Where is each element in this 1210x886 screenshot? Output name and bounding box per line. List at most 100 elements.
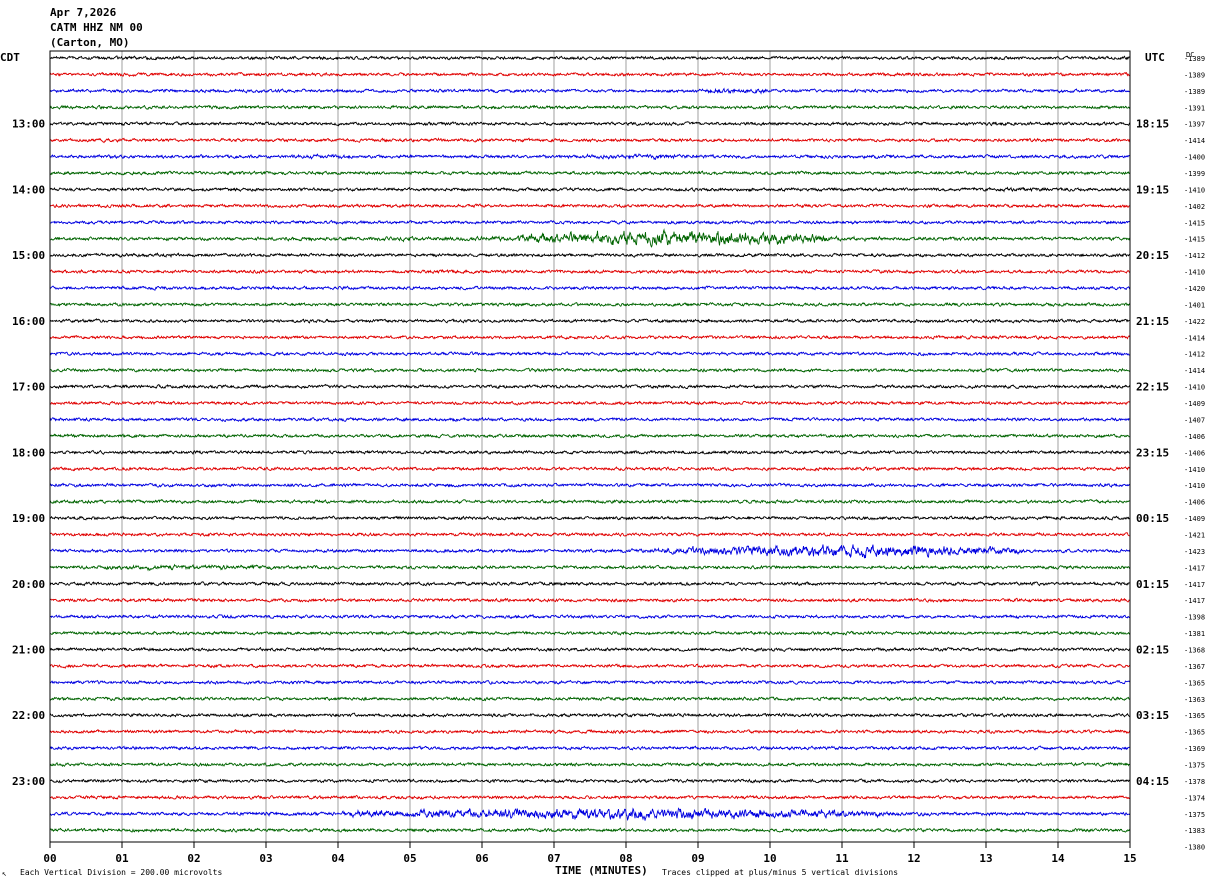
dc-offset-label: -1422 <box>1184 318 1205 326</box>
utc-hour-label: 03:15 <box>1136 709 1169 722</box>
utc-hour-label: 01:15 <box>1136 578 1169 591</box>
x-tick-label: 08 <box>619 852 632 865</box>
dc-offset-label: -1409 <box>1184 515 1205 523</box>
x-tick-label: 00 <box>43 852 56 865</box>
dc-offset-label: -1389 <box>1184 71 1205 79</box>
dc-offset-label: -1365 <box>1184 712 1205 720</box>
seismic-trace <box>49 646 1131 653</box>
scale-note: Each Vertical Division = 200.00 microvol… <box>20 868 222 877</box>
dc-offset-label: -1400 <box>1184 154 1205 162</box>
seismic-trace <box>49 531 1130 538</box>
x-tick-label: 10 <box>763 852 776 865</box>
seismic-trace <box>49 153 1131 160</box>
dc-offset-label: -1375 <box>1184 811 1205 819</box>
seismic-trace <box>49 252 1131 258</box>
dc-offset-label: -1397 <box>1184 121 1205 129</box>
seismic-trace <box>49 351 1131 357</box>
dc-offset-label: -1420 <box>1184 285 1205 293</box>
x-tick-label: 06 <box>475 852 489 865</box>
seismic-trace <box>49 203 1131 209</box>
utc-hour-label: 02:15 <box>1136 643 1169 656</box>
seismic-trace <box>49 334 1131 340</box>
utc-hour-label: 20:15 <box>1136 249 1169 262</box>
cdt-hour-label: 20:00 <box>12 578 45 591</box>
dc-offset-label: -1410 <box>1184 466 1205 474</box>
x-tick-label: 03 <box>259 852 272 865</box>
corner-mark: ↖ <box>2 869 7 878</box>
utc-hour-label: 23:15 <box>1136 446 1169 459</box>
dc-offset-label: -1363 <box>1184 696 1205 704</box>
seismic-trace <box>49 827 1131 833</box>
seismic-trace <box>49 515 1131 521</box>
dc-label: DC <box>1186 51 1194 59</box>
dc-offset-label: -1406 <box>1184 449 1205 457</box>
seismic-trace <box>49 87 1131 95</box>
dc-offset-label: -1374 <box>1184 794 1205 802</box>
seismic-trace <box>49 285 1131 291</box>
cdt-hour-label: 15:00 <box>12 249 45 262</box>
seismic-trace <box>49 228 1131 248</box>
dc-offset-label: -1375 <box>1184 761 1205 769</box>
dc-offset-label: -1414 <box>1184 137 1205 145</box>
dc-offset-label: -1367 <box>1184 663 1205 671</box>
dc-offset-label: -1402 <box>1184 203 1205 211</box>
left-axis-label: CDT <box>0 51 20 64</box>
seismic-trace <box>49 186 1131 193</box>
cdt-hour-label: 14:00 <box>12 183 45 196</box>
seismic-trace <box>49 318 1131 324</box>
plot-frame <box>49 50 1131 843</box>
utc-hour-label: 04:15 <box>1136 775 1169 788</box>
seismic-trace <box>49 302 1131 308</box>
seismic-trace <box>49 663 1131 669</box>
dc-offset-label: -1391 <box>1184 104 1205 112</box>
seismic-trace <box>49 416 1131 423</box>
dc-offset-label: -1389 <box>1184 88 1205 96</box>
cdt-hour-label: 21:00 <box>12 643 45 656</box>
dc-offset-label: -1409 <box>1184 400 1205 408</box>
dc-offset-label: -1421 <box>1184 531 1205 539</box>
x-tick-label: 04 <box>331 852 345 865</box>
seismic-trace <box>49 170 1131 176</box>
seismic-trace <box>49 367 1131 373</box>
seismic-trace <box>49 696 1131 702</box>
x-tick-label: 07 <box>547 852 560 865</box>
seismic-trace <box>49 597 1131 603</box>
x-tick-label: 12 <box>907 852 920 865</box>
utc-hour-label: 21:15 <box>1136 315 1169 328</box>
cdt-hour-label: 17:00 <box>12 381 45 394</box>
dc-offset-label: -1415 <box>1184 236 1205 244</box>
dc-offset-label: -1414 <box>1184 334 1205 342</box>
cdt-hour-label: 16:00 <box>12 315 45 328</box>
dc-offset-label: -1423 <box>1184 548 1205 556</box>
seismic-trace <box>49 498 1131 505</box>
dc-offset-label: -1365 <box>1184 729 1205 737</box>
seismic-trace <box>49 55 1131 61</box>
seismic-trace <box>49 807 1131 822</box>
dc-offset-label: -1410 <box>1184 482 1205 490</box>
dc-offset-label: -1412 <box>1184 351 1205 359</box>
seismic-trace <box>49 466 1130 472</box>
seismic-trace <box>49 729 1131 735</box>
seismic-trace <box>49 449 1131 455</box>
cdt-hour-label: 18:00 <box>12 446 45 459</box>
seismic-trace <box>49 745 1131 751</box>
right-axis-label: UTC <box>1145 51 1165 64</box>
clip-note: Traces clipped at plus/minus 5 vertical … <box>662 868 898 877</box>
dc-offset-label: -1406 <box>1184 499 1205 507</box>
label-layer: 00 01 02 03 04 05 06 07 08 09 10 11 12 13 14 15 -1389 -13… <box>12 55 1205 865</box>
dc-offset-label: -1365 <box>1184 679 1205 687</box>
seismic-trace <box>49 137 1131 144</box>
cdt-hour-label: 19:00 <box>12 512 45 525</box>
header-location: (Carton, MO) <box>50 36 129 49</box>
x-tick-label: 15 <box>1123 852 1136 865</box>
dc-offset-label: -1399 <box>1184 170 1205 178</box>
seismic-trace <box>49 482 1131 488</box>
seismic-trace <box>49 778 1131 784</box>
x-tick-label: 11 <box>835 852 849 865</box>
dc-offset-label: -1410 <box>1184 186 1205 194</box>
header-station: CATM HHZ NM 00 <box>50 21 143 34</box>
dc-offset-label: -1417 <box>1184 564 1205 572</box>
dc-offset-label: -1398 <box>1184 614 1205 622</box>
x-tick-label: 01 <box>115 852 129 865</box>
